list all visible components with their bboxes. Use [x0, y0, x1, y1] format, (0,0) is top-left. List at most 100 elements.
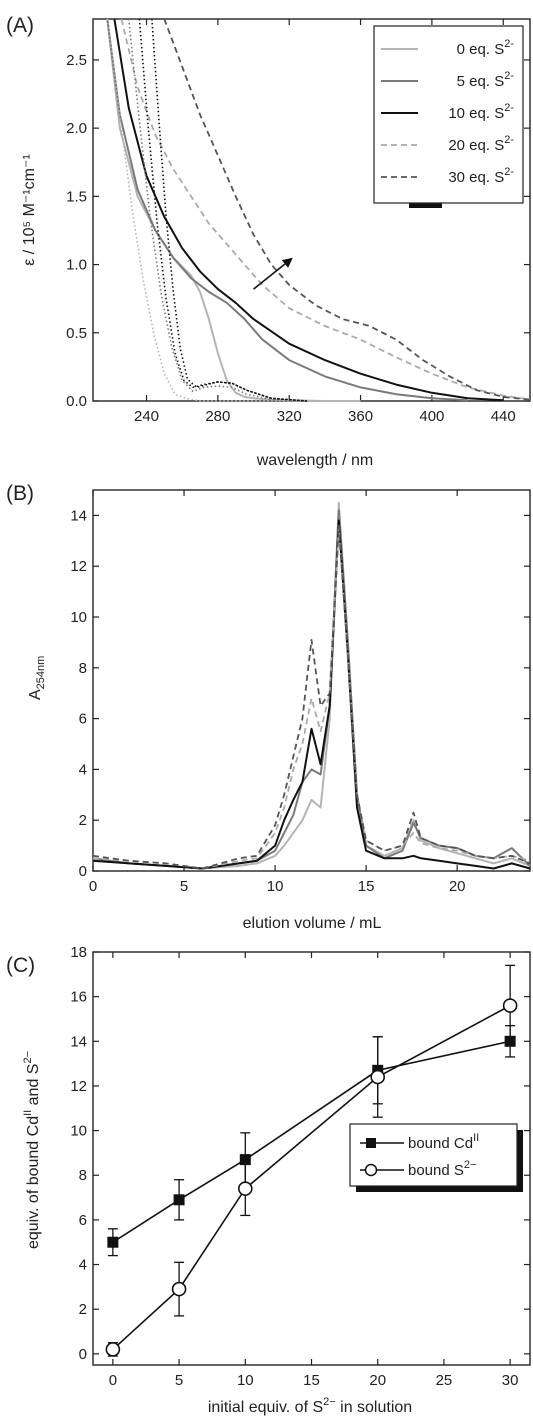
panel-a-series [106, 18, 531, 402]
x-tick-label: 320 [277, 408, 302, 425]
sec-trace-2 [92, 519, 531, 870]
x-tick-label: 25 [436, 1372, 453, 1389]
cd-data-point [107, 1236, 119, 1248]
panel-b-axis-ticks: 0 5 10 15 20 0 2 4 6 8 10 12 14 [70, 490, 530, 895]
uv-series-line-5 [106, 18, 290, 402]
panel-b-xlabel: elution volume / mL [243, 915, 382, 932]
panel-c-ylabel: equiv. of bound CdII and S2− [22, 1051, 42, 1249]
panel-b-label: (B) [6, 482, 34, 505]
panel-c-series [105, 964, 518, 1357]
x-tick-label: 360 [348, 408, 373, 425]
y-tick-label: 6 [79, 711, 87, 728]
x-tick-label: 5 [175, 1372, 183, 1389]
y-tick-label: 0 [79, 863, 87, 880]
panel-a-label: (A) [6, 14, 34, 37]
sec-trace-1 [92, 509, 531, 870]
s-data-point [370, 1069, 386, 1085]
y-tick-label: 14 [70, 1033, 87, 1050]
legend-label: 5 eq. S2- [457, 70, 515, 90]
sec-trace-3 [92, 527, 531, 870]
y-tick-label: 8 [79, 1167, 87, 1184]
y-tick-label: 10 [70, 1123, 87, 1140]
x-tick-label: 5 [180, 878, 188, 895]
y-tick-label: 8 [79, 660, 87, 677]
x-tick-label: 280 [205, 408, 230, 425]
s-data-point [237, 1181, 253, 1196]
x-tick-label: 240 [134, 408, 159, 425]
cd-data-point [173, 1194, 185, 1206]
s-data-point [502, 998, 518, 1013]
x-tick-label: 20 [369, 1372, 386, 1389]
x-tick-label: 440 [491, 408, 516, 425]
uv-series-line-1 [106, 18, 468, 402]
y-tick-label: 16 [70, 989, 87, 1006]
x-tick-label: 0 [89, 878, 97, 895]
y-tick-label: 4 [79, 761, 87, 778]
x-tick-label: 10 [237, 1372, 254, 1389]
x-tick-label: 400 [419, 408, 444, 425]
x-tick-label: 10 [267, 878, 284, 895]
y-tick-label: 4 [79, 1257, 87, 1274]
legend-label: 20 eq. S2- [448, 134, 514, 154]
y-tick-label: 18 [70, 944, 87, 961]
s-data-point [105, 1342, 121, 1357]
panel-c-xlabel: initial equiv. of S2− in solution [208, 1396, 412, 1416]
panel-a-xlabel: wavelength / nm [256, 452, 374, 469]
y-tick-label: 1.5 [66, 188, 87, 205]
panel-c-label: (C) [6, 954, 35, 977]
y-tick-label: 2 [79, 812, 87, 829]
trend-arrow-head [281, 257, 293, 268]
legend-marker [364, 1163, 378, 1177]
panel-a: (A) 240 280 320 360 400 440 0.0 0.5 1.0 1.5 2.0 2.5… [6, 14, 531, 469]
legend-label: 30 eq. S2- [448, 166, 514, 186]
y-tick-label: 12 [70, 558, 87, 575]
x-tick-label: 20 [449, 878, 466, 895]
sec-trace-0 [92, 501, 531, 870]
panel-b-series [92, 501, 531, 870]
panel-a-axis-ticks: 240 280 320 360 400 440 0.0 0.5 1.0 1.5 2.0 2.5 [66, 19, 530, 425]
legend-box [373, 25, 524, 204]
uv-series-line-4 [163, 18, 531, 401]
y-tick-label: 2.5 [66, 52, 87, 69]
y-tick-label: 10 [70, 609, 87, 626]
y-tick-label: 0 [79, 1346, 87, 1363]
x-tick-label: 30 [502, 1372, 519, 1389]
panel-a-ylabel: ε / 10⁵ M⁻¹cm⁻¹ [21, 154, 38, 266]
cd-data-point [239, 1154, 251, 1166]
sec-trace-4 [92, 524, 531, 870]
panel-b: (B) 0 5 10 15 20 0 2 4 6 8 10 12 14 elution volume /… [6, 482, 531, 932]
panel-b-frame [92, 489, 531, 872]
legend-marker [366, 1138, 376, 1148]
y-tick-label: 2 [79, 1301, 87, 1318]
legend-label: 10 eq. S2- [448, 102, 514, 122]
y-tick-label: 0.5 [66, 325, 87, 342]
trend-arrow-line [253, 263, 286, 290]
uv-series-line-0 [106, 18, 361, 402]
cd-data-point [504, 1035, 516, 1047]
s-data-point [171, 1281, 187, 1297]
y-tick-label: 12 [70, 1078, 87, 1095]
y-tick-label: 14 [70, 507, 87, 524]
uv-series-line-7 [138, 18, 308, 402]
panel-a-legend: 0 eq. S2- 5 eq. S2- 10 eq. S2- 20 eq. S2- 30… [373, 25, 524, 208]
legend-box [349, 1123, 518, 1187]
x-tick-label: 15 [358, 878, 375, 895]
panel-a-arrow [253, 257, 293, 290]
panel-c-axis-ticks: 0 5 10 15 20 25 30 0 2 4 6 8 10 12 14 16 18 [70, 944, 530, 1389]
panel-b-ylabel: A254nm [27, 656, 47, 700]
uv-series-line-3 [120, 18, 531, 401]
x-tick-label: 15 [303, 1372, 320, 1389]
uv-series-line-6 [127, 18, 308, 402]
x-tick-label: 0 [109, 1372, 117, 1389]
panel-c-legend: bound CdII bound S2− [349, 1123, 523, 1192]
y-tick-label: 0.0 [66, 393, 87, 410]
y-tick-label: 6 [79, 1212, 87, 1229]
legend-label: bound S2− [408, 1159, 476, 1179]
legend-label: 0 eq. S2- [457, 38, 515, 58]
uv-series-line-8 [151, 18, 308, 402]
y-tick-label: 2.0 [66, 120, 87, 137]
panel-c: (C) 0 5 10 15 20 25 30 0 2 4 6 8 10 12 14 16 18 bound Cd… [6, 944, 531, 1416]
uv-series-line-2 [113, 18, 504, 402]
legend-label: bound CdII [408, 1132, 479, 1152]
